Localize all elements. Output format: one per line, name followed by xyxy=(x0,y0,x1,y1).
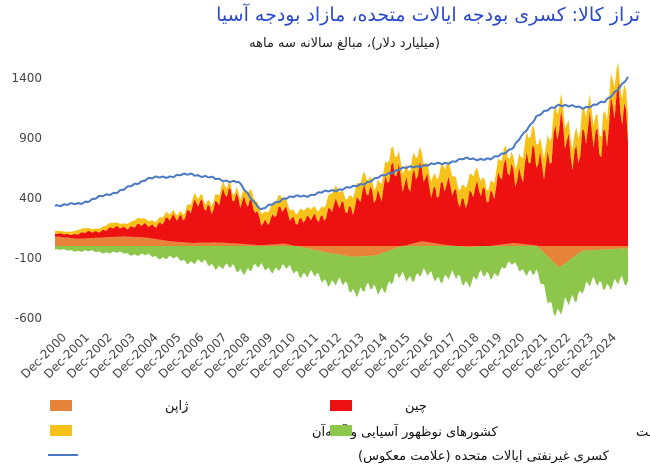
legend-label-us-deficit: کسری غیرنفتی ایالات متحده (علامت معکوس) xyxy=(358,449,610,464)
legend-swatch-japan xyxy=(50,400,72,411)
y-tick-label: 900 xyxy=(19,131,42,145)
japan-area xyxy=(55,236,628,246)
y-tick-label: 400 xyxy=(19,191,42,205)
chart-title: تراز کالا: کسری بودجه ایالات متحده، مازا… xyxy=(216,4,640,26)
china-area xyxy=(55,82,628,246)
y-tick-label: -100 xyxy=(15,251,42,265)
legend-label-china: چین xyxy=(405,399,427,414)
legend-label-japan: ژاپن xyxy=(165,399,188,414)
legend-swatch-china xyxy=(330,400,352,411)
legend-swatch-other-emerging xyxy=(330,425,352,436)
legend-label-asean: کشورهای نوظهور آسیایی و آسه‌آن xyxy=(312,423,499,440)
chart-lines xyxy=(54,76,629,211)
japan-negative-area xyxy=(55,246,628,268)
legend: ژاپن چین کشورهای نوظهور آسیایی و آسه‌آن … xyxy=(48,399,650,464)
y-axis: 1400 900 400 -100 -600 xyxy=(11,71,42,325)
chart-subtitle: (میلیارد دلار)، مبالغ سالانه سه ماهه xyxy=(249,36,440,51)
chart-areas xyxy=(55,62,628,317)
y-tick-label: 1400 xyxy=(11,71,42,85)
other-emerging-area xyxy=(55,246,628,317)
legend-label-other-emerging: سایر کشورهای نوظهور، به استثنای صادرکنند… xyxy=(636,424,650,440)
us-deficit-line xyxy=(54,76,629,211)
y-tick-label: -600 xyxy=(15,311,42,325)
legend-swatch-asean xyxy=(50,425,72,436)
asean-area xyxy=(55,62,628,236)
x-axis: Dec-2000Dec-2001Dec-2002Dec-2003Dec-2004… xyxy=(18,330,619,381)
